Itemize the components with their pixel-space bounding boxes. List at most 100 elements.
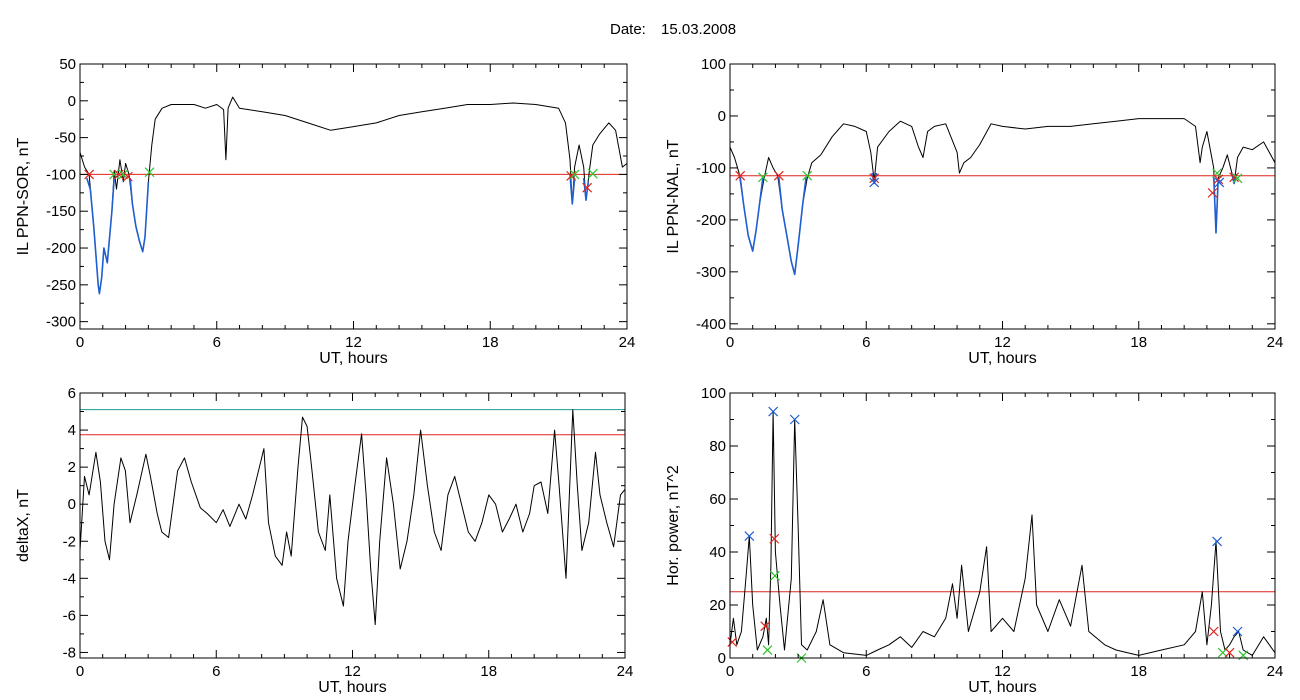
data-marker bbox=[1214, 177, 1225, 188]
data-marker bbox=[869, 177, 880, 188]
y-tick-label: -8 bbox=[63, 644, 76, 661]
data-marker bbox=[802, 170, 813, 181]
y-tick-label: 0 bbox=[718, 108, 726, 125]
y-tick-label: -4 bbox=[63, 570, 76, 587]
data-marker bbox=[109, 169, 120, 180]
y-tick-label: -6 bbox=[63, 607, 76, 624]
series-line bbox=[80, 409, 625, 626]
x-tick-label: 24 bbox=[617, 663, 634, 680]
y-tick-label: -400 bbox=[696, 316, 726, 333]
data-marker bbox=[727, 637, 738, 648]
y-axis-label: IL PPN-NAL, nT bbox=[665, 139, 682, 253]
x-tick-label: 12 bbox=[345, 334, 362, 351]
data-marker bbox=[735, 170, 746, 181]
x-tick-label: 6 bbox=[212, 663, 220, 680]
data-marker bbox=[566, 170, 577, 181]
x-tick-label: 6 bbox=[862, 663, 870, 680]
chart-p4: 0 6 12 18 24 100 80 60 40 20 0 UT, hours Hor. power,… bbox=[665, 385, 1283, 696]
x-tick-label: 18 bbox=[480, 663, 497, 680]
series-line bbox=[730, 411, 1275, 656]
x-tick-label: 18 bbox=[482, 334, 499, 351]
x-tick-label: 6 bbox=[862, 334, 870, 351]
y-axis-label: Hor. power, nT^2 bbox=[665, 465, 682, 586]
data-marker bbox=[144, 167, 155, 178]
x-tick-label: 18 bbox=[1130, 334, 1147, 351]
x-axis-label: UT, hours bbox=[318, 679, 386, 696]
data-marker bbox=[762, 645, 773, 655]
data-marker bbox=[122, 171, 133, 182]
x-tick-label: 24 bbox=[1267, 663, 1284, 680]
data-marker bbox=[768, 406, 779, 417]
y-tick-label: 0 bbox=[68, 496, 76, 513]
y-tick-label: 0 bbox=[68, 93, 76, 110]
data-marker bbox=[758, 172, 768, 183]
x-tick-label: 12 bbox=[344, 663, 361, 680]
data-marker bbox=[1232, 173, 1243, 184]
y-tick-label: -300 bbox=[696, 264, 726, 281]
data-marker bbox=[587, 168, 598, 179]
y-tick-label: 6 bbox=[68, 385, 76, 402]
data-marker bbox=[773, 170, 784, 181]
x-tick-label: 6 bbox=[213, 334, 221, 351]
data-marker bbox=[1224, 647, 1235, 658]
y-tick-label: 0 bbox=[718, 650, 726, 667]
data-marker bbox=[1212, 536, 1223, 547]
data-marker bbox=[744, 531, 755, 542]
plot-frame bbox=[729, 63, 1276, 330]
y-tick-label: -200 bbox=[696, 212, 726, 229]
y-tick-label: 40 bbox=[709, 544, 726, 561]
series-line bbox=[129, 178, 150, 253]
y-tick-label: -2 bbox=[63, 533, 76, 550]
x-axis-label: UT, hours bbox=[319, 350, 387, 367]
plot-frame bbox=[79, 63, 628, 330]
y-tick-label: 2 bbox=[68, 459, 76, 476]
series-line bbox=[86, 177, 115, 295]
x-tick-label: 24 bbox=[1267, 334, 1284, 351]
x-axis-label: UT, hours bbox=[968, 350, 1036, 367]
series-line bbox=[569, 174, 576, 205]
x-tick-label: 18 bbox=[1130, 663, 1147, 680]
x-tick-label: 0 bbox=[76, 663, 84, 680]
series-line bbox=[730, 118, 1275, 275]
x-tick-label: 24 bbox=[619, 334, 636, 351]
chart-p2: 0 6 12 18 24 100 0 -100 -200 -300 -400 UT, hours IL … bbox=[665, 56, 1283, 367]
y-tick-label: -150 bbox=[46, 203, 76, 220]
data-marker bbox=[1229, 172, 1240, 183]
x-tick-label: 12 bbox=[994, 663, 1011, 680]
y-axis-label: IL PPN-SOR, nT bbox=[15, 137, 32, 255]
x-tick-label: 12 bbox=[994, 334, 1011, 351]
data-marker bbox=[113, 169, 124, 180]
y-tick-label: -300 bbox=[46, 314, 76, 331]
data-marker bbox=[769, 533, 780, 544]
y-tick-label: 80 bbox=[709, 438, 726, 455]
chart-p1: 0 6 12 18 24 50 0 -50 -100 -150 -200 -250 -300 UT, ho… bbox=[15, 56, 635, 367]
date-label: Date: bbox=[610, 21, 646, 38]
series-line bbox=[778, 177, 807, 276]
y-tick-label: 100 bbox=[701, 56, 726, 73]
plot-frame bbox=[79, 392, 626, 659]
data-marker bbox=[1207, 187, 1218, 198]
data-marker bbox=[770, 570, 780, 581]
y-tick-label: 100 bbox=[701, 385, 726, 402]
data-marker bbox=[582, 182, 593, 193]
data-marker bbox=[1208, 626, 1219, 637]
y-tick-label: -250 bbox=[46, 277, 76, 294]
data-marker bbox=[1212, 168, 1223, 179]
data-marker bbox=[789, 414, 800, 425]
series-line bbox=[739, 177, 764, 252]
data-marker bbox=[569, 169, 580, 180]
y-tick-label: -50 bbox=[54, 130, 76, 147]
data-marker bbox=[1213, 174, 1224, 185]
y-tick-label: -100 bbox=[696, 160, 726, 177]
y-tick-label: 4 bbox=[68, 422, 76, 439]
x-tick-label: 0 bbox=[726, 663, 734, 680]
series-line bbox=[1231, 174, 1238, 185]
x-axis-label: UT, hours bbox=[968, 679, 1036, 696]
data-marker bbox=[869, 173, 880, 184]
data-marker bbox=[1232, 626, 1243, 637]
date-value: 15.03.2008 bbox=[661, 21, 736, 38]
series-line bbox=[80, 96, 627, 295]
chart-p3: 0 6 12 18 24 6 4 2 0 -2 -4 -6 -8 UT, hours deltaX, nT bbox=[15, 385, 633, 696]
